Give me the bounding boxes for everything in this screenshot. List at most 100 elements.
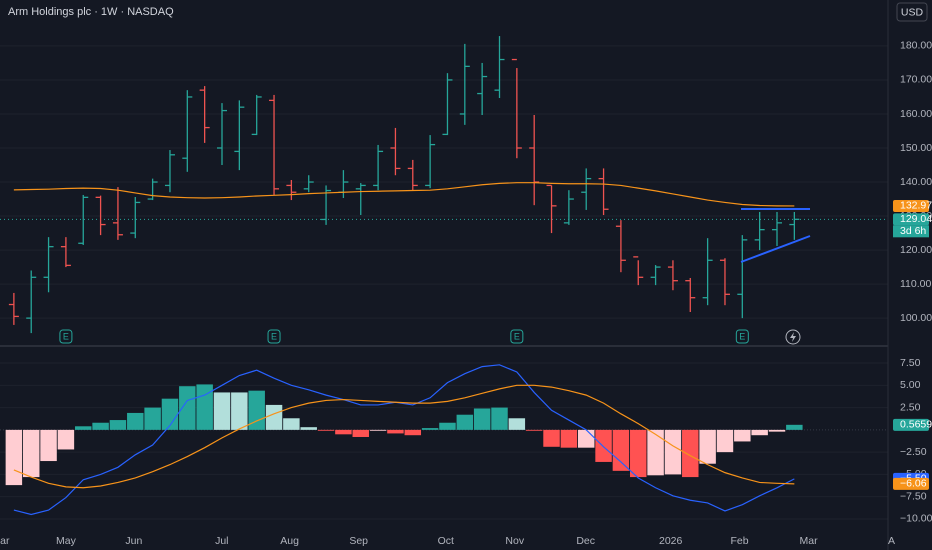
histogram-bar	[248, 390, 265, 430]
histogram-bar	[75, 426, 92, 430]
histogram-bar	[127, 412, 144, 430]
y-tick-label: −10.00	[900, 513, 932, 525]
chart-title: Arm Holdings plc · 1W · NASDAQ	[8, 6, 174, 18]
histogram-bar	[265, 404, 283, 430]
y-tick-label: 100.00	[900, 312, 932, 324]
histogram-bar	[647, 429, 664, 476]
price-tag-label: 129.04	[900, 213, 932, 225]
x-tick-label: Feb	[730, 535, 748, 547]
earnings-label: E	[739, 331, 745, 341]
histogram-bar	[213, 392, 231, 430]
signal-line	[13, 384, 795, 489]
price-tag-label: 132.97	[900, 200, 932, 212]
histogram-bar	[404, 429, 422, 436]
alert-circle	[785, 329, 801, 345]
histogram-bar	[682, 429, 699, 478]
histogram-bar	[92, 422, 109, 430]
y-tick-label: 120.00	[900, 244, 932, 256]
y-tick-label: 2.50	[900, 401, 921, 413]
y-tick-label: 7.50	[900, 357, 921, 369]
price-tag-label: 0.5659	[900, 419, 932, 431]
currency-box	[896, 2, 928, 22]
price-tag	[893, 213, 929, 226]
histogram-bar	[560, 429, 578, 448]
earnings-marker	[59, 329, 73, 344]
x-tick-label: Nov	[505, 535, 524, 547]
x-tick-label: Aug	[280, 535, 299, 547]
x-tick-label: ar	[0, 535, 10, 547]
alert-icon[interactable]	[785, 329, 801, 345]
histogram-bar	[543, 429, 560, 447]
histogram-bar	[161, 398, 179, 430]
y-tick-label: 160.00	[900, 108, 932, 120]
y-tick-label: 110.00	[900, 278, 931, 290]
x-tick-label: A	[888, 535, 895, 547]
histogram-bar	[577, 429, 595, 448]
histogram-bar	[612, 429, 630, 471]
histogram-bar	[5, 429, 23, 486]
histogram-bar	[630, 429, 647, 478]
histogram-bar	[22, 429, 40, 478]
currency-button[interactable]: USD	[896, 2, 928, 22]
countdown: 3d 6h	[900, 225, 926, 237]
histogram-bar	[317, 429, 335, 431]
histogram-bar	[231, 392, 248, 430]
x-tick-label: Jul	[215, 535, 228, 547]
x-tick-label: May	[56, 535, 77, 547]
moving-average	[13, 182, 795, 207]
price-tag	[893, 418, 929, 431]
currency-label: USD	[901, 6, 924, 18]
histogram-bar	[369, 429, 387, 431]
histogram-bar	[109, 420, 127, 430]
trend-line	[740, 235, 811, 263]
histogram-bar	[768, 429, 786, 432]
earnings-marker	[267, 329, 281, 344]
x-tick-label: 2026	[659, 535, 683, 547]
histogram-bar	[300, 427, 317, 430]
y-tick-label: −7.50	[900, 490, 927, 502]
histogram-bar	[456, 414, 474, 430]
histogram-bar	[508, 418, 526, 430]
price-tag	[893, 199, 929, 212]
earnings-marker	[735, 329, 749, 344]
histogram-bar	[421, 428, 439, 430]
histogram-bar	[595, 429, 612, 462]
y-tick-label: 5.00	[900, 379, 921, 391]
histogram-bar	[716, 429, 734, 453]
histogram-bar	[439, 422, 456, 430]
earnings-marker	[510, 329, 524, 344]
histogram-bar	[283, 418, 300, 430]
histogram-bar	[525, 429, 543, 431]
earnings-label: E	[514, 331, 520, 341]
x-tick-label: Oct	[438, 535, 454, 547]
countdown-box	[893, 225, 929, 238]
x-tick-label: Mar	[800, 535, 819, 547]
histogram-bar	[335, 429, 352, 435]
histogram-bar	[786, 424, 803, 430]
histogram-bar	[144, 407, 161, 430]
x-tick-label: Jun	[125, 535, 142, 547]
macd-line	[13, 364, 795, 516]
x-tick-label: Dec	[576, 535, 595, 547]
price-tag	[893, 477, 929, 490]
histogram-bar	[664, 429, 682, 475]
histogram-bar	[352, 429, 369, 437]
histogram-bar	[491, 407, 508, 430]
histogram-bar	[699, 429, 716, 464]
x-tick-label: Sep	[349, 535, 368, 547]
y-tick-label: −2.50	[900, 446, 927, 458]
histogram-bar	[473, 408, 491, 430]
histogram-bar	[179, 386, 196, 430]
histogram-bar	[57, 429, 75, 450]
histogram-bar	[40, 429, 57, 462]
y-tick-label: 140.00	[900, 176, 932, 188]
y-tick-label: 150.00	[900, 142, 932, 154]
alert-bolt	[790, 332, 796, 342]
earnings-label: E	[63, 331, 69, 341]
price-tag-label: −6.06	[900, 478, 927, 490]
histogram-bar	[387, 429, 404, 434]
histogram-bar	[734, 429, 751, 442]
